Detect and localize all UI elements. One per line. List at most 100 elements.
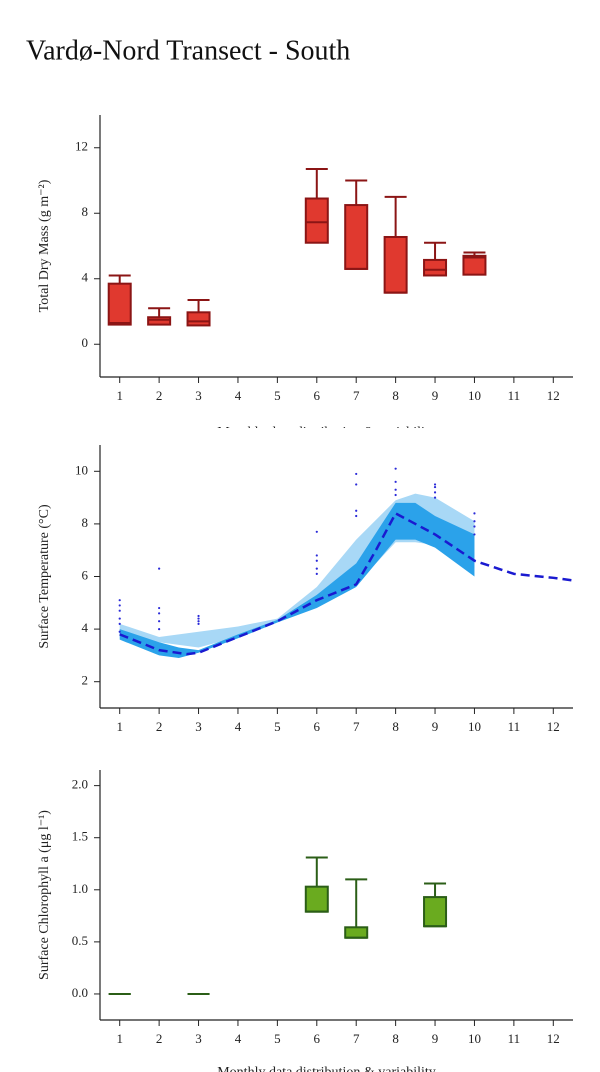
x-tick-label: 3 — [195, 388, 202, 403]
point — [118, 599, 121, 602]
box — [462, 254, 487, 276]
point — [315, 530, 318, 533]
y-tick-label: 8 — [82, 204, 89, 219]
x-tick-label: 7 — [353, 1031, 360, 1046]
y-tick-label: 4 — [82, 270, 89, 285]
x-tick-label: 8 — [392, 388, 399, 403]
x-tick-label: 12 — [547, 1031, 560, 1046]
point — [197, 620, 200, 623]
y-tick-label: 1.0 — [72, 881, 88, 896]
x-tick-label: 10 — [468, 1031, 481, 1046]
box — [107, 282, 132, 326]
point — [118, 622, 121, 625]
y-tick-label: 12 — [75, 139, 88, 154]
point — [158, 606, 161, 610]
point — [197, 622, 200, 625]
y-tick-label: 0.5 — [72, 933, 88, 948]
x-tick-label: 1 — [116, 719, 123, 734]
page-title: Vardø-Nord Transect - South — [26, 35, 350, 66]
x-tick-label: 6 — [314, 719, 321, 734]
y-axis-label: Surface Chlorophyll a (μg l⁻¹) — [37, 810, 52, 980]
point — [355, 509, 358, 512]
point — [355, 472, 358, 476]
point — [433, 491, 437, 494]
box — [304, 197, 329, 244]
point — [197, 617, 200, 620]
point — [394, 493, 397, 497]
point — [433, 496, 437, 499]
point — [394, 467, 397, 470]
x-tick-label: 12 — [547, 719, 560, 734]
x-tick-label: 11 — [508, 388, 521, 403]
x-tick-label: 4 — [235, 1031, 242, 1046]
box — [383, 235, 408, 294]
line — [119, 512, 574, 656]
x-tick-label: 3 — [195, 1031, 202, 1046]
x-tick-label: 8 — [392, 1031, 399, 1046]
point — [433, 485, 437, 489]
point — [315, 554, 318, 557]
band — [119, 502, 475, 659]
x-tick-label: 5 — [274, 719, 281, 734]
box — [147, 316, 172, 326]
point — [473, 520, 476, 523]
x-tick-label: 2 — [156, 1031, 163, 1046]
x-tick-label: 7 — [353, 388, 360, 403]
x-tick-label: 9 — [432, 719, 439, 734]
x-tick-label: 11 — [508, 719, 521, 734]
y-axis-label: Surface Temperature (°C) — [37, 504, 52, 649]
point — [473, 512, 476, 515]
x-tick-label: 7 — [353, 719, 360, 734]
x-tick-label: 6 — [314, 1031, 321, 1046]
x-tick-label: 2 — [156, 388, 163, 403]
y-axis-label: Total Dry Mass (g m⁻²) — [37, 179, 52, 312]
x-tick-label: 9 — [432, 1031, 439, 1046]
point — [118, 630, 121, 633]
x-tick-label: 5 — [274, 1031, 281, 1046]
point — [158, 612, 161, 615]
x-tick-label: 9 — [432, 388, 439, 403]
box — [186, 311, 211, 327]
y-tick-label: 2.0 — [72, 777, 88, 792]
box — [423, 258, 448, 277]
x-tick-label: 3 — [195, 719, 202, 734]
x-tick-label: 12 — [547, 388, 560, 403]
y-tick-label: 0 — [82, 335, 89, 350]
x-tick-label: 10 — [468, 719, 481, 734]
point — [394, 480, 397, 483]
box — [423, 896, 448, 928]
box — [344, 926, 369, 939]
x-tick-label: 2 — [156, 719, 163, 734]
point — [433, 483, 437, 486]
x-tick-label: 6 — [314, 388, 321, 403]
x-tick-label: 4 — [235, 719, 242, 734]
point — [315, 572, 318, 575]
point — [355, 483, 358, 486]
point — [355, 514, 358, 518]
point — [394, 488, 397, 491]
y-tick-label: 6 — [82, 567, 89, 582]
x-tick-label: 11 — [508, 1031, 521, 1046]
box — [344, 204, 369, 270]
y-tick-label: 2 — [82, 673, 89, 688]
point — [473, 533, 476, 536]
x-axis-label: Monthly data distribution & variability — [217, 425, 436, 440]
point — [158, 567, 161, 570]
point — [158, 628, 161, 631]
point — [158, 620, 161, 623]
x-tick-label: 4 — [235, 388, 242, 403]
y-tick-label: 4 — [82, 620, 89, 635]
x-tick-label: 8 — [392, 719, 399, 734]
y-tick-label: 10 — [75, 462, 88, 477]
y-tick-label: 0.0 — [72, 985, 88, 1000]
y-tick-label: 8 — [82, 515, 89, 530]
point — [315, 559, 318, 562]
point — [118, 609, 121, 612]
x-tick-label: 10 — [468, 388, 481, 403]
point — [118, 604, 121, 607]
point — [315, 567, 318, 570]
point — [473, 525, 476, 528]
